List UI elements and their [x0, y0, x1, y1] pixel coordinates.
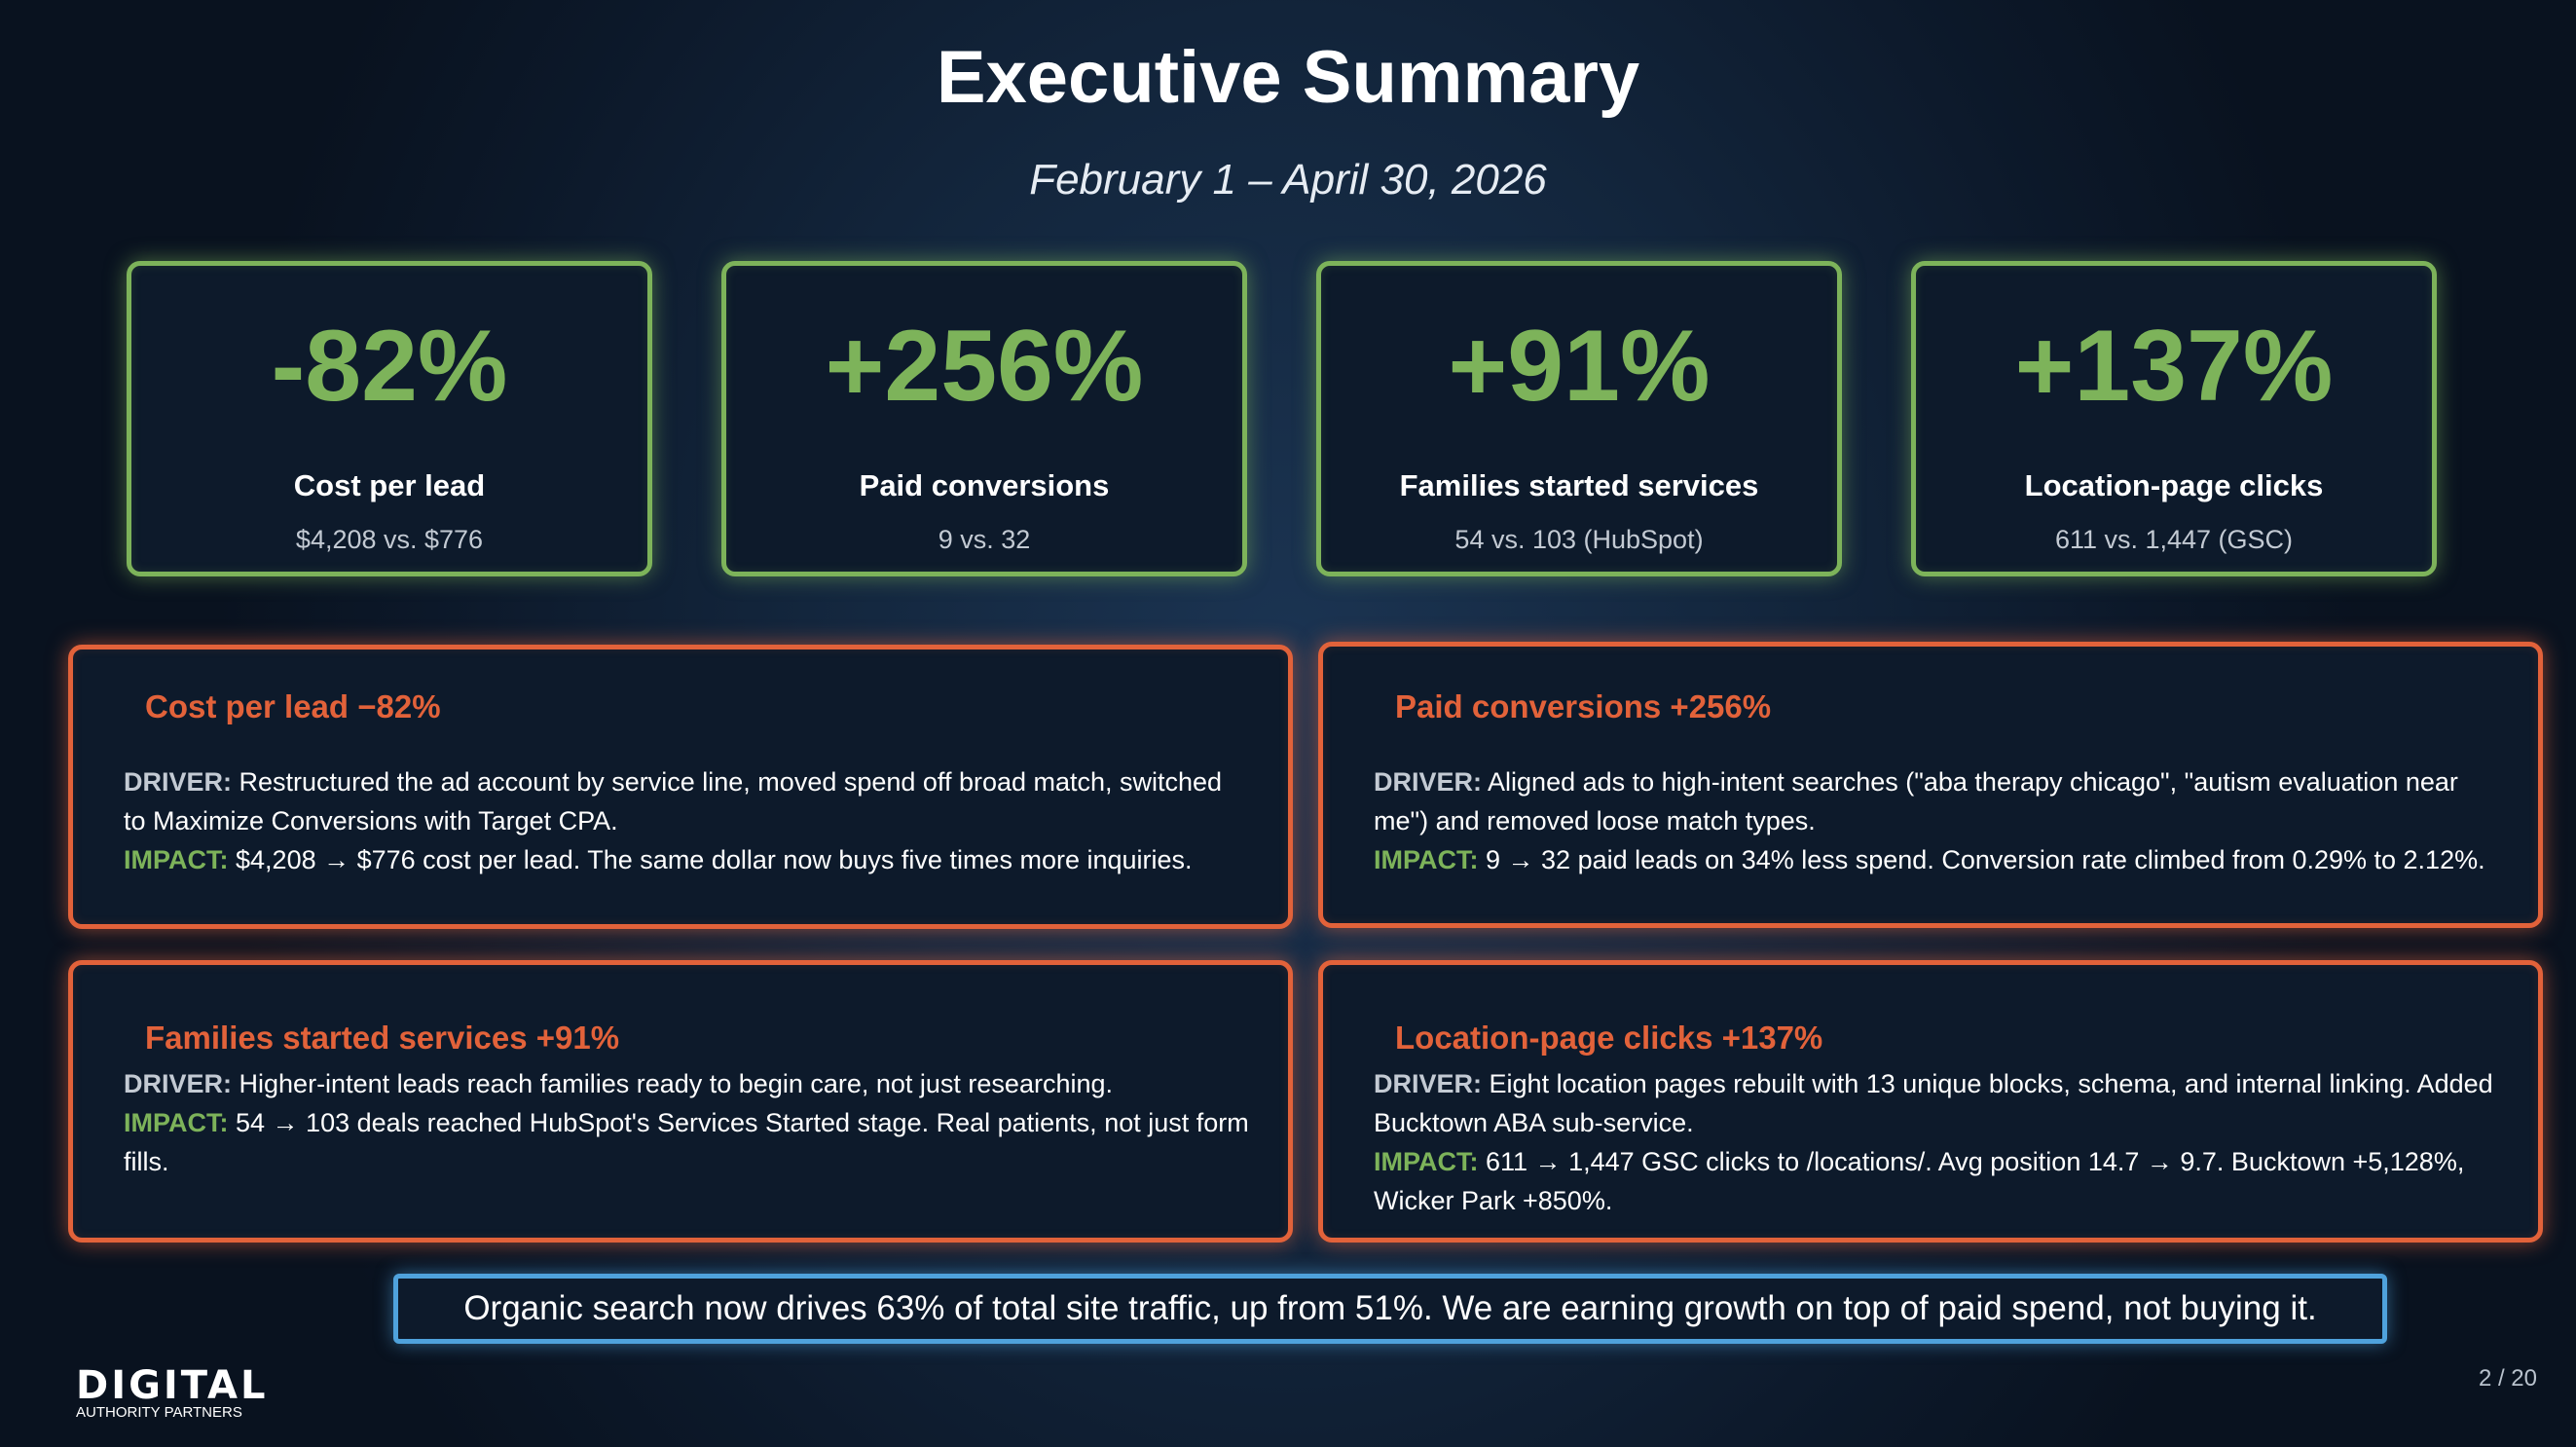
kpi-detail: 54 vs. 103 (HubSpot): [1454, 525, 1704, 554]
kpi-label: Cost per lead: [293, 468, 486, 502]
impact-label: IMPACT:: [1374, 1147, 1479, 1176]
kpi-value: +91%: [1448, 310, 1711, 423]
detail-card-cost-per-lead: Cost per lead −82% DRIVER: Restructured …: [68, 645, 1293, 929]
card-body: DRIVER: Higher-intent leads reach famili…: [124, 1064, 1249, 1181]
card-body: DRIVER: Aligned ads to high-intent searc…: [1374, 762, 2499, 879]
detail-card-paid-conversions: Paid conversions +256% DRIVER: Aligned a…: [1318, 642, 2543, 928]
card-title: Cost per lead −82%: [145, 688, 441, 724]
kpi-label: Families started services: [1399, 468, 1759, 502]
driver-text: Restructured the ad account by service l…: [124, 767, 1223, 835]
impact-text: 611 → 1,447 GSC clicks to /locations/. A…: [1374, 1147, 2465, 1215]
driver-label: DRIVER:: [124, 767, 233, 797]
card-body: DRIVER: Eight location pages rebuilt wit…: [1374, 1064, 2499, 1220]
kpi-detail: 611 vs. 1,447 (GSC): [2054, 525, 2294, 554]
kpi-detail: 9 vs. 32: [938, 525, 1031, 554]
kpi-card-families-started: +91% Families started services 54 vs. 10…: [1316, 261, 1842, 576]
company-logo: DIGITAL AUTHORITY PARTNERS: [70, 1363, 275, 1424]
kpi-value: +137%: [2014, 310, 2334, 423]
kpi-card-location-clicks: +137% Location-page clicks 611 vs. 1,447…: [1911, 261, 2437, 576]
impact-text: 9 → 32 paid leads on 34% less spend. Con…: [1486, 845, 2485, 874]
page-title: Executive Summary: [936, 36, 1640, 119]
kpi-label: Paid conversions: [859, 468, 1110, 502]
impact-label: IMPACT:: [1374, 845, 1479, 874]
driver-text: Higher-intent leads reach families ready…: [239, 1069, 1114, 1098]
card-body: DRIVER: Restructured the ad account by s…: [124, 762, 1249, 879]
card-title: Families started services +91%: [145, 1020, 620, 1056]
driver-text: Aligned ads to high-intent searches ("ab…: [1374, 767, 2458, 835]
date-range-subtitle: February 1 – April 30, 2026: [1029, 156, 1547, 204]
detail-card-families-started: Families started services +91% DRIVER: H…: [68, 960, 1293, 1243]
card-title: Paid conversions +256%: [1395, 688, 1772, 724]
summary-callout: Organic search now drives 63% of total s…: [393, 1274, 2387, 1344]
driver-text: Eight location pages rebuilt with 13 uni…: [1374, 1069, 2493, 1137]
kpi-card-cost-per-lead: -82% Cost per lead $4,208 vs. $776: [127, 261, 652, 576]
kpi-value: -82%: [271, 310, 508, 423]
kpi-detail: $4,208 vs. $776: [295, 525, 484, 554]
driver-label: DRIVER:: [1374, 1069, 1483, 1098]
kpi-label: Location-page clicks: [2024, 468, 2324, 502]
detail-card-location-clicks: Location-page clicks +137% DRIVER: Eight…: [1318, 960, 2543, 1243]
impact-label: IMPACT:: [124, 845, 229, 874]
page-number: 2 / 20: [2478, 1365, 2537, 1391]
kpi-card-paid-conversions: +256% Paid conversions 9 vs. 32: [721, 261, 1247, 576]
impact-label: IMPACT:: [124, 1108, 229, 1137]
impact-text: $4,208 → $776 cost per lead. The same do…: [236, 845, 1193, 874]
impact-text: 54 → 103 deals reached HubSpot's Service…: [124, 1108, 1249, 1176]
logo-wordmark: DIGITAL: [76, 1363, 269, 1408]
logo-tagline: AUTHORITY PARTNERS: [76, 1404, 242, 1421]
card-title: Location-page clicks +137%: [1395, 1020, 1823, 1056]
driver-label: DRIVER:: [1374, 767, 1483, 797]
kpi-value: +256%: [825, 310, 1144, 423]
driver-label: DRIVER:: [124, 1069, 233, 1098]
